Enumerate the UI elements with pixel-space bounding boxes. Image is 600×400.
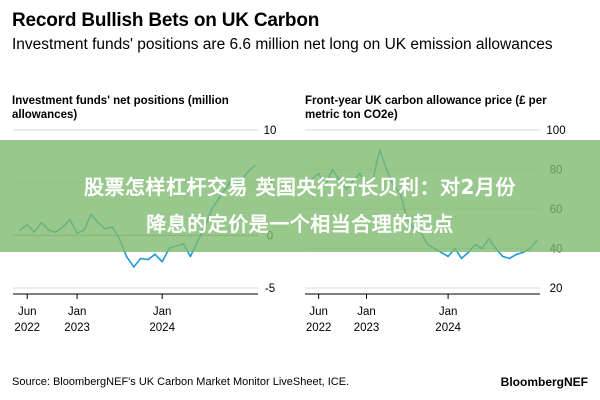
right-x-tick-label-year: 2024	[435, 322, 461, 334]
right-x-tick-label-year: 2022	[306, 322, 332, 334]
brand-logo-text: BloombergNEF	[500, 375, 588, 389]
left-x-tick-label-year: 2023	[64, 322, 90, 334]
left-x-tick-label-month: Jun	[18, 306, 37, 318]
right-data-point	[440, 251, 443, 254]
source-note: Source: BloombergNEF's UK Carbon Market …	[12, 376, 350, 388]
banner-text-line-2: 降息的定价是一个相当合理的起点	[146, 212, 454, 236]
right-data-point	[508, 257, 511, 260]
left-data-point	[147, 258, 149, 261]
right-data-point	[467, 251, 470, 254]
right-data-point	[447, 255, 450, 258]
right-y-tick-label: 20	[550, 283, 563, 295]
left-y-tick-label: -5	[265, 283, 275, 295]
left-x-tick-label-month: Jan	[153, 306, 172, 318]
left-data-point	[132, 266, 135, 268]
chart-subtitle: Investment funds' positions are 6.6 mill…	[12, 36, 553, 53]
left-panel-title: Investment funds' net positions (million…	[12, 95, 229, 121]
right-x-tick-label-month: Jan	[439, 306, 458, 318]
left-data-point	[154, 253, 156, 256]
overlay-banner	[0, 140, 600, 252]
left-x-tick-label-month: Jan	[68, 306, 87, 318]
left-data-point	[189, 255, 192, 258]
left-data-point	[139, 257, 142, 260]
banner-text-line-1: 股票怎样杠杆交易 英国央行行长贝利：对2月份	[84, 175, 516, 199]
right-data-point	[515, 253, 518, 256]
right-x-tick-label-month: Jan	[357, 306, 376, 318]
right-x-tick-label-year: 2023	[354, 322, 380, 334]
left-y-tick-label: 10	[264, 125, 277, 137]
left-x-tick-label-year: 2024	[149, 322, 175, 334]
left-data-point	[161, 260, 164, 263]
chart-title: Record Bullish Bets on UK Carbon	[12, 10, 320, 31]
right-data-point	[522, 251, 524, 254]
right-data-point	[501, 255, 504, 258]
right-data-point	[460, 257, 463, 260]
right-x-tick-label-month: Jun	[309, 306, 328, 318]
left-data-point	[125, 255, 128, 258]
left-x-tick-label-year: 2022	[14, 322, 40, 334]
right-y-tick-label: 100	[546, 125, 565, 137]
right-panel-title: Front-year UK carbon allowance price (£ …	[305, 95, 547, 121]
